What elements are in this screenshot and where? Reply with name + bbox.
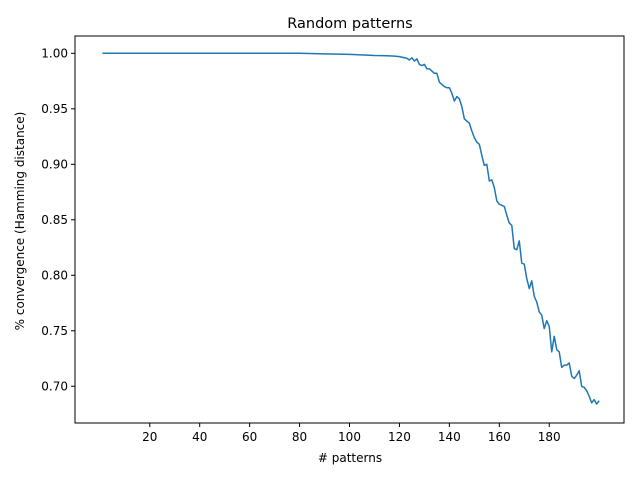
- y-tick-label: 0.95: [41, 102, 68, 116]
- y-tick-label: 1.00: [41, 46, 68, 60]
- x-tick-label: 180: [538, 430, 561, 444]
- x-tick-label: 140: [438, 430, 461, 444]
- y-tick-label: 0.75: [41, 324, 68, 338]
- x-tick-label: 120: [388, 430, 411, 444]
- y-axis-label: % convergence (Hamming distance): [13, 112, 27, 331]
- x-tick-label: 100: [338, 430, 361, 444]
- axis-ticks: 20 40 60 80 100 120 140 160 180 0.70 0.75 0.80 0.85 0…: [41, 46, 560, 444]
- y-tick-label: 0.70: [41, 379, 68, 393]
- axes-frame: [74, 35, 625, 424]
- x-axis-label: # patterns: [318, 451, 382, 465]
- y-tick-label: 0.80: [41, 268, 68, 282]
- x-tick-label: 160: [488, 430, 511, 444]
- x-tick-label: 20: [142, 430, 157, 444]
- series-line: [102, 52, 600, 405]
- x-tick-label: 40: [192, 430, 207, 444]
- y-tick-label: 0.85: [41, 213, 68, 227]
- x-tick-label: 80: [292, 430, 307, 444]
- x-tick-label: 60: [242, 430, 257, 444]
- plot-area: [102, 52, 600, 405]
- chart-title: Random patterns: [287, 16, 412, 32]
- y-tick-label: 0.90: [41, 157, 68, 171]
